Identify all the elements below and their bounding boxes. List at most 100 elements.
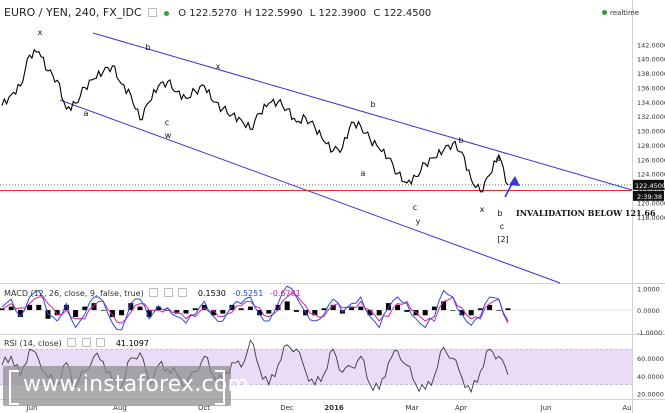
time-tick-label: Mar — [405, 404, 418, 412]
macd-histogram-bar — [137, 306, 143, 311]
price-tick-label: 128.0000 — [637, 142, 665, 150]
macd-histogram-bar — [358, 306, 364, 311]
macd-histogram-bar — [8, 306, 14, 311]
bracket-wave-label: [2] — [497, 235, 508, 244]
macd-remove-button[interactable] — [178, 288, 188, 297]
macd-histogram-bar — [155, 306, 161, 311]
macd-histogram-bar — [450, 310, 456, 311]
last-price-tag — [633, 179, 664, 190]
wave-label-8: a — [361, 169, 366, 178]
macd-histogram-bar — [73, 310, 79, 318]
macd-histogram-bar — [165, 310, 171, 311]
macd-histogram-bar — [220, 310, 226, 314]
rsi-settings-button[interactable] — [67, 338, 77, 347]
wave-label-3: b — [145, 43, 150, 52]
price-axis: 142.0000 140.0000 138.0000 136.0000 134.0000… — [633, 41, 665, 222]
macd-histogram-bar — [183, 310, 189, 314]
wave-label-12: x — [480, 205, 485, 214]
ohlc-close: C 122.4500 — [373, 8, 432, 19]
rsi-label[interactable]: RSI (14, close) — [4, 339, 62, 348]
ohlc-low: L 122.3900 — [309, 8, 367, 19]
market-status-icon — [164, 11, 170, 16]
rsi-tick-label: 60.0000 — [637, 355, 664, 363]
price-tick-label: 140.0000 — [637, 56, 665, 64]
wave-label-11: b — [458, 136, 463, 145]
macd-tick-label: -1.0000 — [637, 329, 662, 337]
macd-settings-button[interactable] — [149, 288, 159, 297]
macd-pane[interactable] — [0, 285, 632, 331]
rsi-tick-label: 20.0000 — [637, 391, 664, 399]
macd-histogram-bar — [238, 308, 244, 311]
price-tick-label: 142.0000 — [637, 41, 665, 49]
macd-histogram-bar — [91, 303, 97, 311]
macd-histogram-bar — [257, 310, 263, 316]
countdown-tag — [633, 190, 664, 201]
price-tick-label: 118.0000 — [637, 214, 665, 222]
macd-histogram-bar — [275, 304, 281, 311]
realtime-dot-icon — [602, 10, 607, 15]
countdown-tag-text: 2:39:38 — [637, 193, 662, 201]
macd-histogram-bar — [385, 303, 391, 311]
rsi-tick-label: 40.0000 — [637, 373, 664, 381]
macd-histogram-bar — [367, 310, 373, 316]
chart-settings-button[interactable] — [147, 8, 157, 17]
wave-label-10: y — [416, 217, 421, 226]
price-tick-label: 124.0000 — [637, 171, 665, 179]
chart-header: EURO / YEN, 240, FX_IDC O 122.5270 H 122… — [4, 6, 431, 19]
wave-label-15: c — [500, 222, 504, 231]
symbol-title[interactable]: EURO / YEN, 240, FX_IDC — [4, 6, 142, 19]
macd-histogram-bar — [395, 304, 401, 311]
wave-label-9: c — [413, 203, 417, 212]
macd-line — [1, 285, 509, 331]
macd-histogram-bar — [63, 304, 69, 311]
macd-histogram-bar — [477, 308, 483, 311]
macd-histogram-bar — [284, 301, 290, 311]
macd-histogram-bar — [293, 310, 299, 312]
macd-line-value: -0.5251 — [232, 289, 264, 298]
macd-histogram-bar — [27, 304, 33, 311]
macd-histogram-bar — [247, 306, 253, 311]
macd-histogram-bar — [54, 310, 60, 316]
wave-label-4: c — [165, 118, 169, 127]
macd-histogram-bar — [496, 310, 502, 311]
macd-histogram-bar — [505, 308, 511, 311]
rsi-visibility-button[interactable] — [81, 338, 91, 347]
macd-histogram-bar — [119, 310, 125, 316]
macd-hist-value: 0.1530 — [197, 289, 226, 298]
ohlc-open: O 122.5270 — [178, 8, 237, 19]
invalidation-note: INVALIDATION BELOW 121.66 — [516, 208, 656, 218]
rsi-value: 41.1097 — [115, 339, 149, 348]
time-axis: Jun Aug Oct Dec 2016 Mar Apr Jun Au — [26, 404, 632, 412]
price-tick-label: 130.0000 — [637, 128, 665, 136]
wave-label-7: b — [370, 100, 375, 109]
macd-histogram-bar — [404, 310, 410, 312]
time-tick-label: 2016 — [324, 404, 344, 412]
macd-histogram-bar — [229, 304, 235, 311]
macd-visibility-button[interactable] — [163, 288, 173, 297]
macd-histogram-bar — [211, 310, 217, 316]
macd-histogram-bar — [468, 310, 474, 316]
watermark-bracket-left — [9, 370, 19, 405]
lower-channel-line — [59, 99, 561, 284]
price-tick-label: 132.0000 — [637, 113, 665, 121]
macd-histogram-bar — [146, 310, 152, 318]
price-tick-label: 134.0000 — [637, 99, 665, 107]
wave-label-5: w — [165, 131, 172, 140]
macd-histogram-bar — [321, 308, 327, 311]
macd-label[interactable]: MACD (12, 26, close, 9, false, true) — [4, 289, 144, 298]
time-tick-label: Au — [622, 404, 631, 412]
macd-tick-label: 1.0000 — [637, 285, 660, 293]
macd-histogram-bar — [422, 310, 428, 316]
upper-channel-line — [92, 32, 633, 191]
macd-histogram-bar — [431, 306, 437, 311]
watermark-bracket-right — [215, 370, 225, 405]
last-price-tag-text: 122.4500 — [635, 182, 665, 190]
macd-histogram-bar — [100, 310, 106, 311]
time-tick-label: Oct — [198, 404, 210, 412]
macd-histogram-bar — [441, 301, 447, 311]
rsi-remove-button[interactable] — [96, 338, 106, 347]
macd-histogram-bar — [330, 304, 336, 311]
time-tick-label: Apr — [455, 404, 467, 412]
realtime-indicator: realtime — [602, 9, 639, 17]
